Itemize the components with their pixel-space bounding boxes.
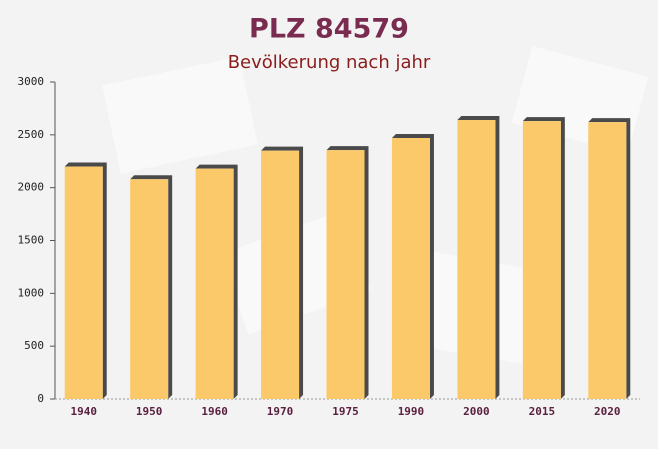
bar — [391, 138, 430, 399]
x-tick-label: 1990 — [398, 405, 425, 418]
bar — [64, 166, 103, 399]
y-tick-label: 3000 — [18, 75, 45, 88]
y-tick-label: 2000 — [18, 181, 45, 194]
bar — [457, 120, 496, 399]
x-tick-label: 1970 — [267, 405, 294, 418]
bar — [130, 179, 169, 399]
x-tick-label: 2000 — [463, 405, 490, 418]
chart-subtitle: Bevölkerung nach jahr — [228, 52, 431, 73]
x-tick-label: 1950 — [136, 405, 163, 418]
bar — [261, 150, 300, 399]
x-tick-label: 2015 — [529, 405, 556, 418]
x-tick-label: 2020 — [594, 405, 621, 418]
bar — [195, 168, 234, 399]
y-tick-label: 2500 — [18, 128, 45, 141]
chart-title: PLZ 84579 — [249, 14, 409, 45]
y-tick-label: 0 — [37, 392, 44, 405]
y-tick-label: 1500 — [18, 234, 45, 247]
x-tick-label: 1975 — [332, 405, 359, 418]
bar — [522, 121, 561, 399]
bar — [326, 150, 365, 399]
y-tick-label: 1000 — [18, 286, 45, 299]
x-tick-label: 1960 — [201, 405, 228, 418]
bar — [588, 122, 627, 400]
x-tick-label: 1940 — [70, 405, 97, 418]
y-tick-label: 500 — [24, 339, 44, 352]
